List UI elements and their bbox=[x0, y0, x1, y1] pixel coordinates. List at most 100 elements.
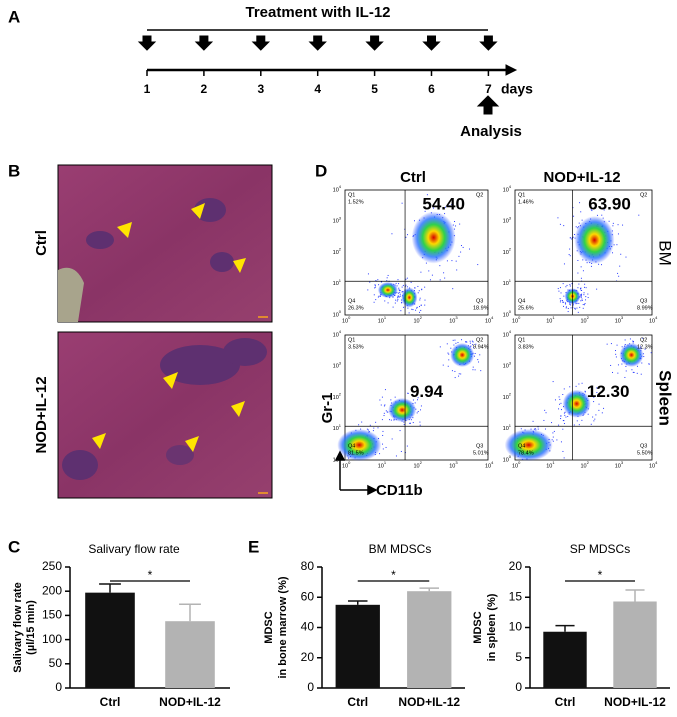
density bbox=[337, 429, 382, 461]
event-dot bbox=[582, 259, 584, 261]
flow-y-tick: 100 bbox=[503, 454, 512, 463]
event-dot bbox=[397, 297, 399, 299]
event-dot bbox=[563, 301, 565, 303]
event-dot bbox=[473, 347, 475, 349]
event-dot bbox=[583, 294, 585, 296]
event-dot bbox=[564, 414, 566, 416]
event-dot bbox=[399, 295, 401, 297]
flow-tick-exp: 3 bbox=[509, 215, 512, 220]
arrowhead-marker bbox=[191, 203, 205, 219]
event-dot bbox=[380, 404, 382, 406]
event-dot bbox=[537, 428, 539, 430]
event-dot bbox=[551, 439, 553, 441]
row-label: Spleen bbox=[656, 370, 675, 426]
event-dot bbox=[383, 412, 385, 414]
flow-tick-exp: 0 bbox=[348, 460, 351, 465]
event-dot bbox=[398, 283, 400, 285]
event-dot bbox=[577, 272, 579, 274]
day-label: 5 bbox=[371, 82, 378, 96]
y-tick-label: 150 bbox=[42, 608, 62, 622]
flow-tick-exp: 1 bbox=[509, 423, 512, 428]
flow-y-tick: 101 bbox=[333, 278, 342, 287]
row-label: Ctrl bbox=[33, 230, 50, 256]
event-dot bbox=[559, 301, 561, 303]
event-dot bbox=[560, 415, 562, 417]
event-dot bbox=[580, 294, 582, 296]
event-dot bbox=[580, 294, 582, 296]
bar bbox=[543, 631, 587, 688]
x-axis-label: CD11b bbox=[376, 482, 423, 499]
event-dot bbox=[559, 223, 561, 225]
event-dot bbox=[375, 280, 377, 282]
flow-tick-exp: 2 bbox=[509, 392, 512, 397]
event-dot bbox=[416, 412, 418, 414]
event-dot bbox=[557, 288, 559, 290]
y-tick-label: 20 bbox=[509, 559, 523, 573]
event-dot bbox=[602, 217, 604, 219]
infiltrate bbox=[210, 252, 234, 272]
event-dot bbox=[581, 298, 583, 300]
quadrant-name: Q1 bbox=[518, 337, 525, 343]
chart-title: SP MDSCs bbox=[570, 542, 630, 556]
event-dot bbox=[598, 409, 600, 411]
event-dot bbox=[613, 244, 615, 246]
flow-tick-exp: 4 bbox=[655, 460, 658, 465]
event-dot bbox=[615, 350, 617, 352]
y-axis-label: Salivary flow rate bbox=[12, 582, 24, 673]
event-dot bbox=[583, 292, 585, 294]
event-dot bbox=[361, 421, 363, 423]
event-dot bbox=[571, 238, 573, 240]
event-dot bbox=[394, 396, 396, 398]
event-dot bbox=[416, 307, 418, 309]
flow-y-tick: 103 bbox=[333, 360, 342, 369]
event-dot bbox=[570, 307, 572, 309]
flow-axes-arrow bbox=[334, 450, 378, 496]
flow-tick-exp: 1 bbox=[339, 423, 342, 428]
flow-y-tick: 102 bbox=[503, 392, 512, 401]
event-dot bbox=[390, 399, 392, 401]
event-dot bbox=[576, 302, 578, 304]
event-dot bbox=[389, 419, 391, 421]
event-dot bbox=[595, 414, 597, 416]
event-dot bbox=[587, 293, 589, 295]
panel-label: A bbox=[8, 7, 20, 26]
event-dot bbox=[596, 288, 598, 290]
event-dot bbox=[632, 371, 634, 373]
flow-y-tick: 102 bbox=[503, 247, 512, 256]
event-dot bbox=[397, 279, 399, 281]
event-dot bbox=[412, 309, 414, 311]
event-dot bbox=[559, 298, 561, 300]
event-dot bbox=[409, 422, 411, 424]
event-dot bbox=[374, 284, 376, 286]
event-dot bbox=[552, 432, 554, 434]
event-dot bbox=[416, 399, 418, 401]
flow-x-tick: 100 bbox=[512, 315, 521, 324]
event-dot bbox=[574, 307, 576, 309]
flow-x-tick: 100 bbox=[342, 460, 351, 469]
event-dot bbox=[472, 344, 474, 346]
event-dot bbox=[621, 363, 623, 365]
event-dot bbox=[576, 307, 578, 309]
event-dot bbox=[608, 220, 610, 222]
event-dot bbox=[444, 277, 446, 279]
quadrant-percent: 18.9% bbox=[473, 305, 489, 311]
density bbox=[504, 429, 553, 461]
event-dot bbox=[419, 299, 421, 301]
event-dot bbox=[358, 424, 360, 426]
y-tick-label: 20 bbox=[301, 650, 315, 664]
y-tick-label: 60 bbox=[301, 589, 315, 603]
event-dot bbox=[566, 284, 568, 286]
event-dot bbox=[562, 301, 564, 303]
event-dot bbox=[418, 290, 420, 292]
event-dot bbox=[472, 366, 474, 368]
event-dot bbox=[601, 264, 603, 266]
y-axis-label: MDSC bbox=[263, 611, 275, 643]
y-tick-label: 0 bbox=[55, 680, 62, 694]
event-dot bbox=[419, 306, 421, 308]
event-dot bbox=[472, 341, 474, 343]
event-dot bbox=[469, 248, 471, 250]
event-dot bbox=[396, 285, 398, 287]
event-dot bbox=[406, 277, 408, 279]
arrowhead-marker bbox=[233, 258, 246, 273]
event-dot bbox=[406, 445, 408, 447]
